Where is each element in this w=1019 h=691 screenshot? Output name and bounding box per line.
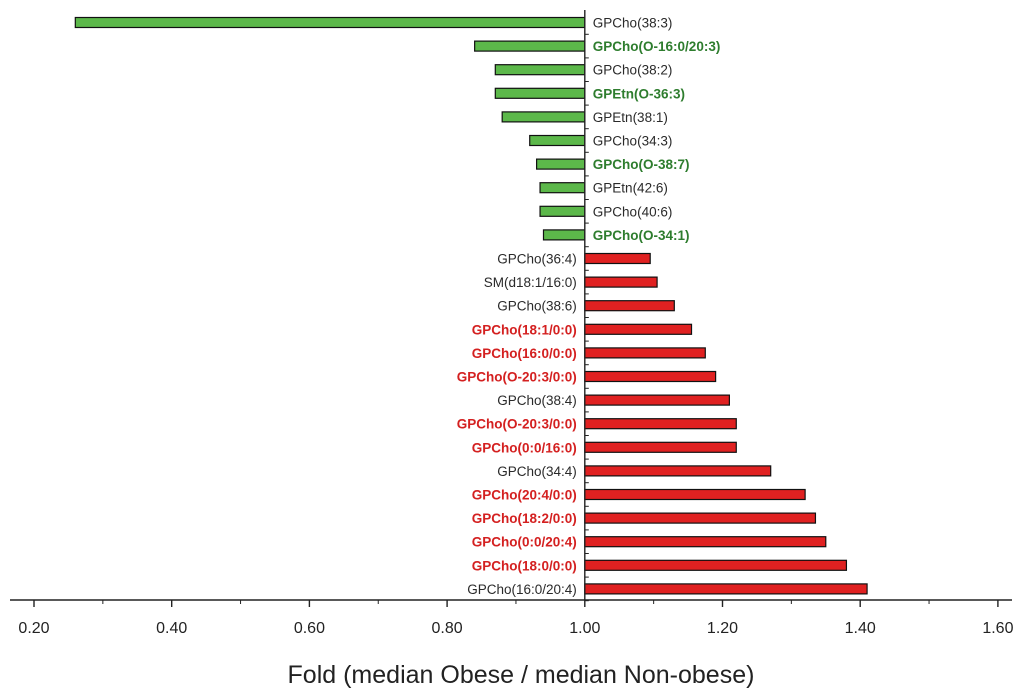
bar (584, 323, 693, 335)
category-label: GPCho(36:4) (497, 252, 577, 267)
bar (584, 536, 827, 548)
bar (539, 205, 586, 217)
category-label: GPEtn(42:6) (593, 181, 668, 196)
x-tick-label: 1.60 (982, 620, 1013, 637)
category-label: GPCho(O-20:3/0:0) (457, 370, 577, 385)
bar (584, 252, 651, 265)
bar (584, 418, 737, 430)
category-label: GPEtn(O-36:3) (593, 86, 685, 101)
bar (74, 16, 586, 29)
bar (584, 394, 730, 406)
bar (584, 512, 817, 524)
bar (584, 559, 848, 571)
category-label: GPCho(O-16:0/20:3) (593, 39, 721, 54)
category-label: GPCho(34:3) (593, 134, 673, 149)
bar (584, 583, 868, 595)
category-label: GPCho(O-20:3/0:0) (457, 417, 577, 432)
bar (584, 300, 675, 312)
bar (584, 465, 772, 477)
category-label: GPCho(38:6) (497, 299, 577, 314)
x-axis-ticks: 0.20 0.40 0.60 0.80 1.00 1.20 1.40 1.60 (18, 33, 1014, 637)
x-tick-label: 1.00 (569, 620, 600, 637)
category-label: GPCho(16:0/0:0) (472, 346, 577, 361)
category-label: GPCho(O-38:7) (593, 157, 690, 172)
category-label: GPCho(18:0/0:0) (472, 558, 577, 573)
x-tick-label: 0.40 (156, 620, 187, 637)
category-label: GPCho(18:1/0:0) (472, 322, 577, 337)
category-label: SM(d18:1/16:0) (484, 275, 577, 290)
category-labels: GPCho(38:3) GPCho(O-16:0/20:3) GPCho(38:2)… (457, 16, 721, 597)
category-label: GPCho(20:4/0:0) (472, 488, 577, 503)
bar (536, 158, 586, 170)
category-label: GPCho(O-34:1) (593, 228, 690, 243)
x-tick-label: 1.20 (707, 620, 738, 637)
x-axis-title: Fold (median Obese / median Non-obese) (288, 661, 755, 689)
bar (494, 87, 586, 99)
category-label: GPCho(0:0/16:0) (472, 440, 577, 455)
x-tick-label: 0.80 (432, 620, 463, 637)
bar (584, 370, 717, 383)
x-tick-label: 0.60 (294, 620, 325, 637)
category-label: GPCho(40:6) (593, 204, 673, 219)
category-label: GPCho(38:4) (497, 393, 577, 408)
category-label: GPCho(38:2) (593, 63, 673, 78)
bar (584, 276, 658, 288)
bars-layer (74, 16, 868, 595)
bar (494, 64, 586, 76)
category-label: GPEtn(38:1) (593, 110, 668, 125)
bar (584, 441, 737, 453)
x-tick-label: 1.40 (845, 620, 876, 637)
bar (474, 40, 586, 52)
category-label: GPCho(16:0/20:4) (467, 582, 577, 597)
bar (584, 488, 806, 501)
category-label: GPCho(0:0/20:4) (472, 535, 577, 550)
bar (539, 182, 586, 194)
category-label: GPCho(38:3) (593, 16, 673, 31)
category-label: GPCho(18:2/0:0) (472, 511, 577, 526)
bar (529, 134, 586, 147)
bar (584, 347, 706, 359)
category-label: GPCho(34:4) (497, 464, 577, 479)
bar (542, 229, 586, 241)
bar (501, 111, 586, 123)
x-tick-label: 0.20 (18, 620, 49, 637)
